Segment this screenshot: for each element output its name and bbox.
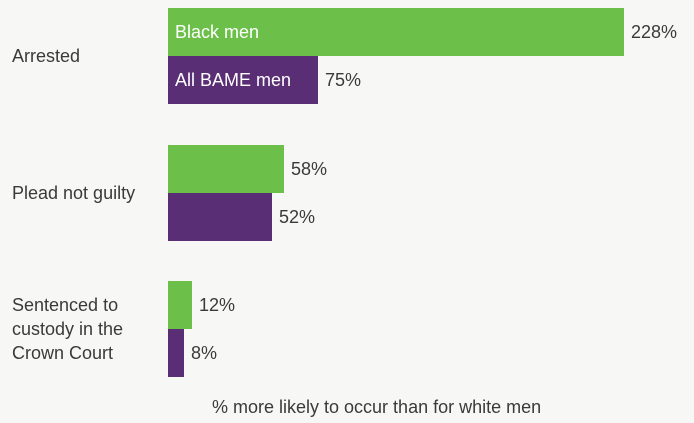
category-label: Arrested: [12, 46, 80, 66]
labels-layer: Arrested Black men 228% All BAME men 75% Plea…: [12, 22, 677, 363]
bar-black-men: [168, 8, 624, 56]
bar-all-bame-men: [168, 193, 272, 241]
value-label: 8%: [191, 343, 217, 363]
value-label: 228%: [631, 22, 677, 42]
category-label: Crown Court: [12, 343, 113, 363]
bar-black-men: [168, 281, 192, 329]
series-label: Black men: [175, 22, 259, 42]
bar-all-bame-men: [168, 56, 318, 104]
value-label: 52%: [279, 207, 315, 227]
bar-all-bame-men: [168, 329, 184, 377]
category-label: Plead not guilty: [12, 183, 135, 203]
value-label: 12%: [199, 295, 235, 315]
series-label: All BAME men: [175, 70, 291, 90]
x-axis-caption: % more likely to occur than for white me…: [212, 397, 542, 417]
category-label: Sentenced to: [12, 295, 118, 315]
value-label: 75%: [325, 70, 361, 90]
bars-layer: [168, 8, 624, 377]
value-label: 58%: [291, 159, 327, 179]
category-label: custody in the: [12, 319, 123, 339]
bar-black-men: [168, 145, 284, 193]
